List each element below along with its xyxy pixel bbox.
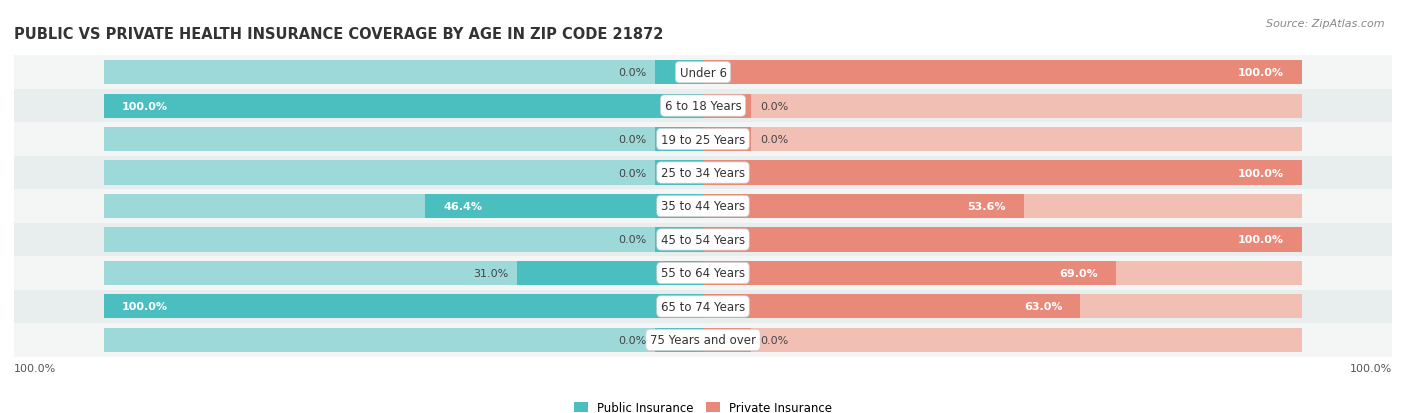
Text: 0.0%: 0.0% <box>759 101 789 112</box>
Text: 19 to 25 Years: 19 to 25 Years <box>661 133 745 146</box>
Bar <box>104 294 703 319</box>
Text: 69.0%: 69.0% <box>1060 268 1098 278</box>
Bar <box>703 94 751 119</box>
Bar <box>425 195 703 218</box>
Text: 100.0%: 100.0% <box>14 363 56 373</box>
Bar <box>655 161 703 185</box>
Bar <box>703 328 751 352</box>
Text: 100.0%: 100.0% <box>122 301 167 312</box>
Text: 100.0%: 100.0% <box>1239 168 1284 178</box>
Bar <box>703 128 751 152</box>
Bar <box>14 56 1392 90</box>
Bar <box>655 61 703 85</box>
Text: 35 to 44 Years: 35 to 44 Years <box>661 200 745 213</box>
Bar <box>703 294 1080 319</box>
Bar <box>104 195 703 218</box>
Bar <box>14 90 1392 123</box>
Bar <box>703 294 1302 319</box>
Bar <box>703 128 1302 152</box>
Text: 53.6%: 53.6% <box>967 202 1007 211</box>
Text: 100.0%: 100.0% <box>1239 235 1284 245</box>
Bar <box>14 123 1392 157</box>
Bar <box>14 190 1392 223</box>
Text: 100.0%: 100.0% <box>1350 363 1392 373</box>
Text: 100.0%: 100.0% <box>122 101 167 112</box>
Text: 0.0%: 0.0% <box>617 135 647 145</box>
Bar <box>703 195 1024 218</box>
Bar <box>703 161 1302 185</box>
Bar <box>104 261 703 285</box>
Text: 45 to 54 Years: 45 to 54 Years <box>661 233 745 247</box>
Bar <box>14 323 1392 357</box>
Bar <box>655 128 703 152</box>
Text: Source: ZipAtlas.com: Source: ZipAtlas.com <box>1267 19 1385 28</box>
Text: 75 Years and over: 75 Years and over <box>650 334 756 347</box>
Text: 31.0%: 31.0% <box>472 268 509 278</box>
Text: 0.0%: 0.0% <box>617 168 647 178</box>
Bar <box>14 223 1392 256</box>
Bar <box>14 256 1392 290</box>
Text: 0.0%: 0.0% <box>759 335 789 345</box>
Bar <box>104 128 703 152</box>
Text: PUBLIC VS PRIVATE HEALTH INSURANCE COVERAGE BY AGE IN ZIP CODE 21872: PUBLIC VS PRIVATE HEALTH INSURANCE COVER… <box>14 26 664 41</box>
Bar <box>655 228 703 252</box>
Bar <box>703 195 1302 218</box>
Text: 0.0%: 0.0% <box>617 68 647 78</box>
Text: 25 to 34 Years: 25 to 34 Years <box>661 166 745 180</box>
Text: 0.0%: 0.0% <box>617 335 647 345</box>
Bar <box>104 228 703 252</box>
Text: 0.0%: 0.0% <box>617 235 647 245</box>
Bar <box>517 261 703 285</box>
Bar <box>14 157 1392 190</box>
Text: 55 to 64 Years: 55 to 64 Years <box>661 267 745 280</box>
Bar <box>703 61 1302 85</box>
Text: 46.4%: 46.4% <box>443 202 482 211</box>
Bar <box>104 94 703 119</box>
Bar <box>703 94 1302 119</box>
Bar <box>14 290 1392 323</box>
Bar <box>703 228 1302 252</box>
Text: 63.0%: 63.0% <box>1024 301 1063 312</box>
Bar <box>655 328 703 352</box>
Text: 6 to 18 Years: 6 to 18 Years <box>665 100 741 113</box>
Legend: Public Insurance, Private Insurance: Public Insurance, Private Insurance <box>574 401 832 413</box>
Bar <box>703 61 1302 85</box>
Text: 65 to 74 Years: 65 to 74 Years <box>661 300 745 313</box>
Bar <box>104 61 703 85</box>
Bar <box>104 161 703 185</box>
Text: 100.0%: 100.0% <box>1239 68 1284 78</box>
Bar <box>703 261 1302 285</box>
Text: 0.0%: 0.0% <box>759 135 789 145</box>
Bar <box>104 94 703 119</box>
Bar <box>104 328 703 352</box>
Bar <box>104 294 703 319</box>
Bar <box>703 161 1302 185</box>
Bar <box>703 328 1302 352</box>
Bar <box>703 228 1302 252</box>
Text: Under 6: Under 6 <box>679 66 727 79</box>
Bar <box>703 261 1116 285</box>
